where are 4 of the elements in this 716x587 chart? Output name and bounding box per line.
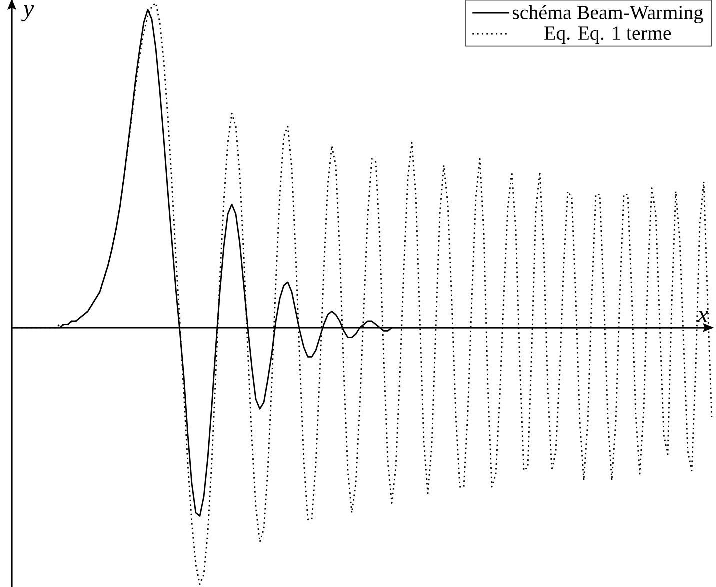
x-axis-title: x (698, 311, 708, 322)
legend-label: Eq. Eq. 1 terme (544, 26, 672, 44)
y-axis-title: y (21, 6, 34, 22)
legend-label: schéma Beam-Warming (512, 5, 704, 24)
